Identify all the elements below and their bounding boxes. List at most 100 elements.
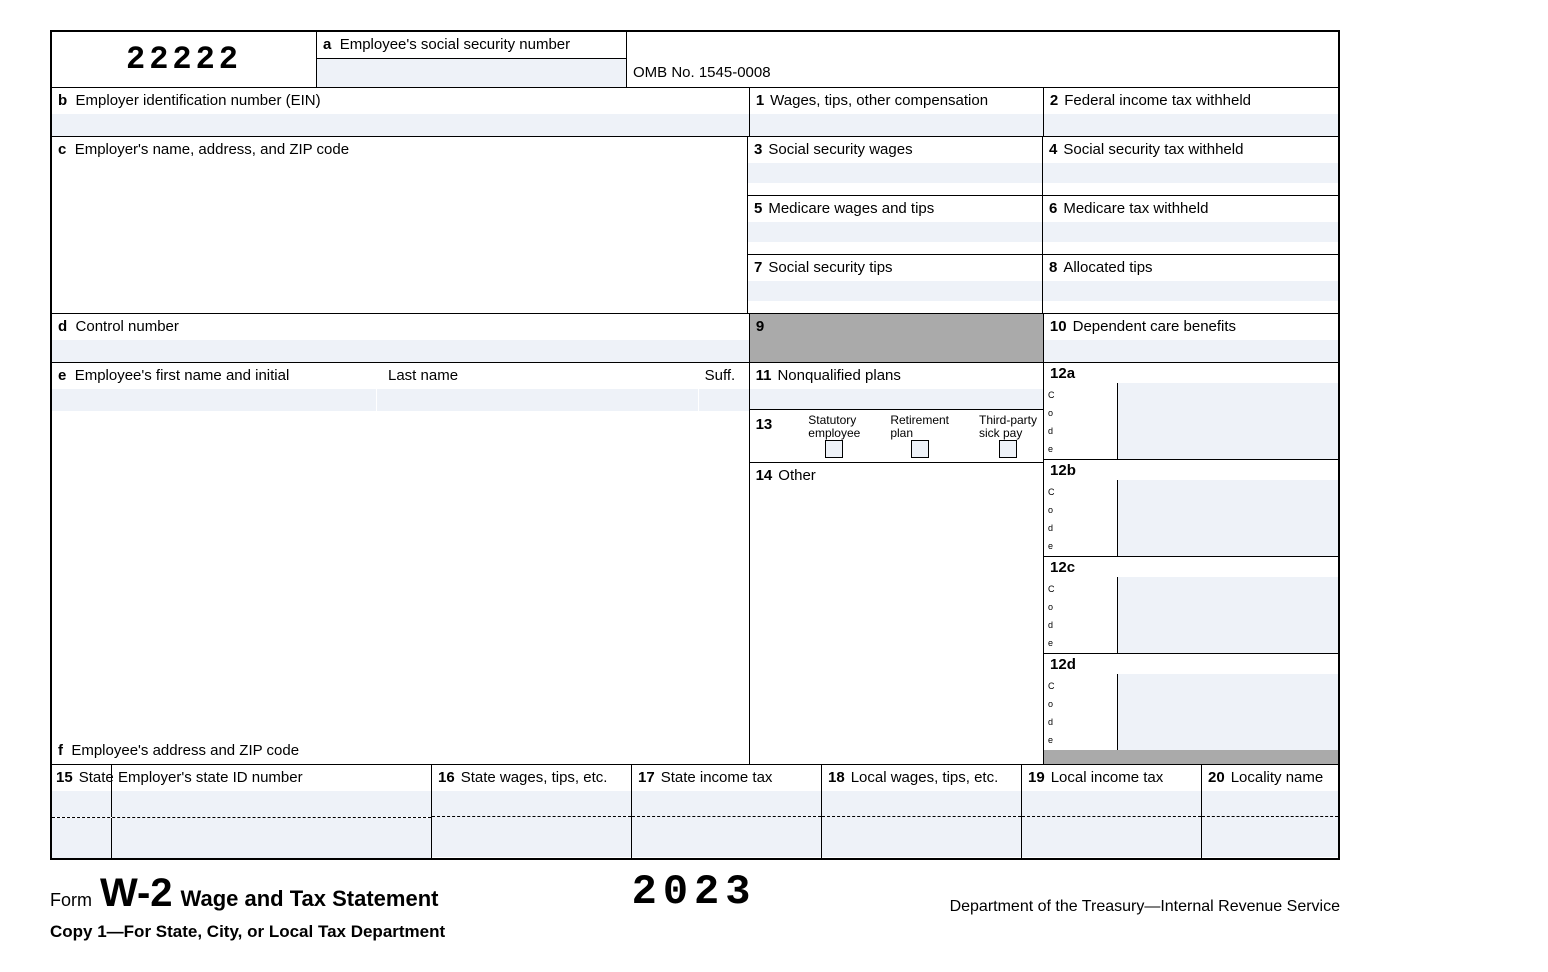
box-9-cell: 9	[750, 314, 1044, 362]
box-2-cell: 2Federal income tax withheld	[1044, 88, 1338, 136]
box-20-input-1[interactable]	[1202, 791, 1338, 817]
box-a-cell: a Employee's social security number	[317, 32, 627, 87]
ssn-input[interactable]	[317, 59, 626, 87]
box-12b-cell: 12b C o d e	[1044, 460, 1338, 557]
box-7-input[interactable]	[748, 281, 1042, 301]
box-12a-input[interactable]	[1118, 383, 1338, 459]
box-12d-label: 12d	[1050, 656, 1076, 673]
tax-year: 2023	[632, 868, 757, 916]
box-16-input-1[interactable]	[432, 791, 631, 817]
box-18-cell: 18Local wages, tips, etc.	[822, 765, 1022, 858]
box-e-last-label: Last name	[388, 367, 458, 384]
first-name-input[interactable]	[52, 389, 377, 411]
box-8-cell: 8Allocated tips	[1043, 255, 1338, 313]
box-12c-input[interactable]	[1118, 577, 1338, 653]
box-6-label: Medicare tax withheld	[1063, 200, 1208, 217]
box-20-cell: 20Locality name	[1202, 765, 1338, 858]
box-12c-code: C o d e	[1044, 577, 1118, 653]
box-16-label: State wages, tips, etc.	[461, 769, 608, 786]
box-12c-label: 12c	[1050, 559, 1075, 576]
row-c-3-8: c Employer's name, address, and ZIP code…	[52, 137, 1338, 314]
box-11-cell: 11Nonqualified plans	[750, 363, 1043, 410]
boxes-11-13-14-col: 11Nonqualified plans 13 Statutory employ…	[750, 363, 1044, 764]
sick-pay-checkbox[interactable]	[999, 440, 1017, 458]
box-19-cell: 19Local income tax	[1022, 765, 1202, 858]
box-4-cell: 4Social security tax withheld	[1043, 137, 1338, 195]
box-18-input-2[interactable]	[822, 817, 1021, 857]
box-1-cell: 1Wages, tips, other compensation	[750, 88, 1044, 136]
box-5-label: Medicare wages and tips	[768, 200, 934, 217]
box-e-first-label: Employee's first name and initial	[75, 367, 290, 384]
box-15-state-label: State	[79, 769, 114, 786]
suffix-input[interactable]	[699, 389, 749, 411]
box-13-stat-label: Statutory employee	[808, 414, 860, 440]
box-3-input[interactable]	[748, 163, 1042, 183]
ein-input[interactable]	[52, 114, 749, 136]
box-4-input[interactable]	[1043, 163, 1338, 183]
boxes-3-8-col: 3Social security wages 4Social security …	[748, 137, 1338, 313]
box-8-input[interactable]	[1043, 281, 1338, 301]
state-id-input-2[interactable]	[112, 818, 431, 858]
control-number-input[interactable]	[52, 340, 749, 362]
box-15-cell: 15State Employer's state ID number	[52, 765, 432, 858]
box-7-label: Social security tips	[768, 259, 892, 276]
box-7-cell: 7Social security tips	[748, 255, 1043, 313]
control-code-cell: 22222	[52, 32, 317, 87]
box-11-label: Nonqualified plans	[777, 367, 900, 384]
box-12d-cell: 12d C o d e	[1044, 654, 1338, 750]
box-18-input-1[interactable]	[822, 791, 1021, 817]
box-12b-label: 12b	[1050, 462, 1076, 479]
box-a-label-row: a Employee's social security number	[317, 32, 626, 59]
retirement-checkbox[interactable]	[911, 440, 929, 458]
box-12b-code: C o d e	[1044, 480, 1118, 556]
box-b-label: Employer identification number (EIN)	[76, 92, 321, 109]
box-6-input[interactable]	[1043, 222, 1338, 242]
box-14-cell: 14Other	[750, 463, 1043, 764]
box-12d-code: C o d e	[1044, 674, 1118, 750]
box-12b-input[interactable]	[1118, 480, 1338, 556]
statutory-checkbox[interactable]	[825, 440, 843, 458]
control-code: 22222	[126, 41, 242, 78]
box-d-label: Control number	[76, 318, 179, 335]
box-4-label: Social security tax withheld	[1063, 141, 1243, 158]
box-6-cell: 6Medicare tax withheld	[1043, 196, 1338, 254]
box-18-label: Local wages, tips, etc.	[851, 769, 999, 786]
box-10-input[interactable]	[1044, 340, 1338, 362]
form-code: W-2	[100, 871, 173, 916]
state-input-2[interactable]	[52, 818, 112, 858]
box-17-input-2[interactable]	[632, 817, 821, 857]
row-e-11-12: e Employee's first name and initial Last…	[52, 363, 1338, 765]
state-input-1[interactable]	[52, 791, 112, 817]
box-1-input[interactable]	[750, 114, 1043, 136]
box-e-suff-label: Suff.	[705, 367, 736, 384]
omb-number: OMB No. 1545-0008	[633, 64, 771, 81]
box-12a-code: C o d e	[1044, 383, 1118, 459]
box-c-cell: c Employer's name, address, and ZIP code	[52, 137, 748, 313]
form-footer: Form W-2 Wage and Tax Statement 2023 Dep…	[50, 868, 1340, 916]
box-10-cell: 10Dependent care benefits	[1044, 314, 1338, 362]
box-11-input[interactable]	[750, 389, 1043, 409]
box-16-cell: 16State wages, tips, etc.	[432, 765, 632, 858]
box-5-cell: 5Medicare wages and tips	[748, 196, 1043, 254]
last-name-input[interactable]	[377, 389, 699, 411]
employer-address-input[interactable]	[52, 163, 747, 313]
box-3-label: Social security wages	[768, 141, 912, 158]
box-f-label: Employee's address and ZIP code	[71, 742, 299, 759]
box-17-label: State income tax	[661, 769, 773, 786]
box-12d-input[interactable]	[1118, 674, 1338, 750]
box-13-cell: 13 Statutory employee Retirement plan Th…	[750, 410, 1043, 463]
box-14-label: Other	[778, 467, 816, 484]
box-19-input-1[interactable]	[1022, 791, 1201, 817]
w2-form: 22222 a Employee's social security numbe…	[50, 30, 1340, 860]
box-20-input-2[interactable]	[1202, 817, 1338, 857]
row-d-9-10: d Control number 9 10Dependent care bene…	[52, 314, 1338, 363]
state-id-input-1[interactable]	[112, 791, 431, 817]
copy-line: Copy 1—For State, City, or Local Tax Dep…	[50, 922, 1498, 942]
box-2-input[interactable]	[1044, 114, 1338, 136]
box-17-input-1[interactable]	[632, 791, 821, 817]
row-b-1-2: b Employer identification number (EIN) 1…	[52, 88, 1338, 137]
box-16-input-2[interactable]	[432, 817, 631, 857]
box-5-input[interactable]	[748, 222, 1042, 242]
box-10-label: Dependent care benefits	[1073, 318, 1236, 335]
box-19-input-2[interactable]	[1022, 817, 1201, 857]
